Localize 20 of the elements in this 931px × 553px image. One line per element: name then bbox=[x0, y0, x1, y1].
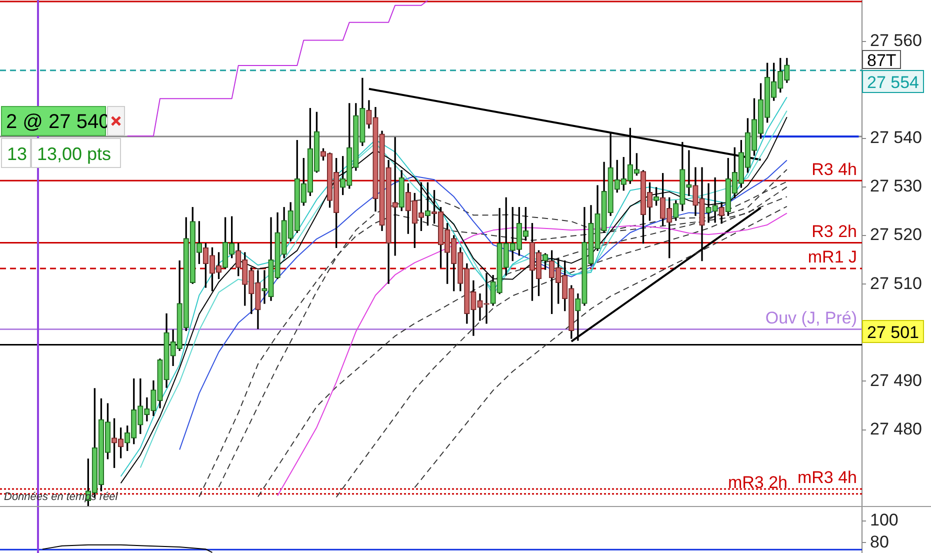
y-tick-label: 27 480 bbox=[870, 419, 922, 438]
y-tick-label: 100 bbox=[870, 510, 898, 530]
y-tick-label: 80 bbox=[870, 532, 889, 552]
y-tick-label: 27 520 bbox=[870, 225, 922, 244]
annotation: 13 bbox=[1, 138, 31, 168]
ref-line-label: mR3 2h bbox=[728, 473, 788, 492]
y-tick-label: 27 510 bbox=[870, 274, 922, 293]
y-tick-label: 27 560 bbox=[870, 30, 922, 50]
text: 27 554 bbox=[862, 70, 924, 93]
y-tick-label: 27 540 bbox=[870, 128, 922, 148]
ref-line-label: R3 4h bbox=[812, 160, 858, 179]
ref-line-label: mR3 4h bbox=[797, 468, 858, 488]
y-tick-label: 27 530 bbox=[870, 176, 922, 196]
ref-line-label: mR1 J bbox=[808, 248, 858, 267]
text: 27 501 bbox=[862, 320, 924, 343]
y-tick-label: 27 490 bbox=[870, 370, 922, 390]
ref-line-label: R3 2h bbox=[812, 222, 858, 241]
ref-line-label: Ouv (J, Pré) bbox=[765, 308, 857, 328]
text: 87T bbox=[862, 50, 902, 70]
annotation: 13,00 pts bbox=[31, 138, 121, 168]
